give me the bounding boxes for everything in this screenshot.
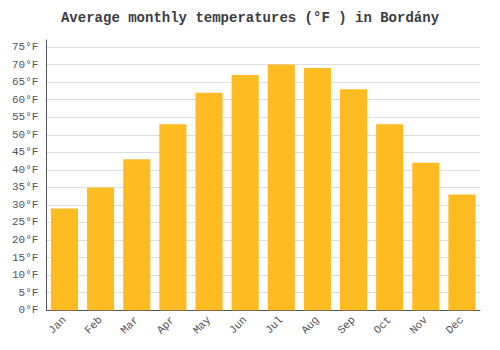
svg-text:10°F: 10°F <box>12 269 38 281</box>
svg-text:Nov: Nov <box>408 314 431 337</box>
svg-text:5°F: 5°F <box>19 287 39 299</box>
svg-text:70°F: 70°F <box>12 59 38 71</box>
svg-text:75°F: 75°F <box>12 41 38 53</box>
svg-text:Oct: Oct <box>371 314 393 336</box>
svg-text:30°F: 30°F <box>12 199 38 211</box>
svg-text:Average monthly temperatures (: Average monthly temperatures (°F ) in Bo… <box>61 10 440 26</box>
svg-text:Apr: Apr <box>155 314 177 336</box>
svg-text:Sep: Sep <box>335 314 357 336</box>
svg-text:Feb: Feb <box>82 314 104 336</box>
svg-text:40°F: 40°F <box>12 164 38 176</box>
svg-text:Jul: Jul <box>263 314 285 336</box>
svg-text:May: May <box>191 314 214 337</box>
svg-text:50°F: 50°F <box>12 129 38 141</box>
svg-text:Aug: Aug <box>299 314 321 336</box>
svg-text:Jun: Jun <box>227 314 249 336</box>
svg-text:55°F: 55°F <box>12 111 38 123</box>
svg-text:35°F: 35°F <box>12 181 38 193</box>
svg-text:60°F: 60°F <box>12 94 38 106</box>
svg-text:25°F: 25°F <box>12 216 38 228</box>
svg-text:Jan: Jan <box>46 314 68 336</box>
svg-text:0°F: 0°F <box>19 304 39 316</box>
svg-text:65°F: 65°F <box>12 76 38 88</box>
svg-text:Dec: Dec <box>444 314 466 336</box>
svg-text:45°F: 45°F <box>12 146 38 158</box>
svg-text:20°F: 20°F <box>12 234 38 246</box>
svg-text:Mar: Mar <box>119 314 141 336</box>
svg-text:15°F: 15°F <box>12 252 38 264</box>
